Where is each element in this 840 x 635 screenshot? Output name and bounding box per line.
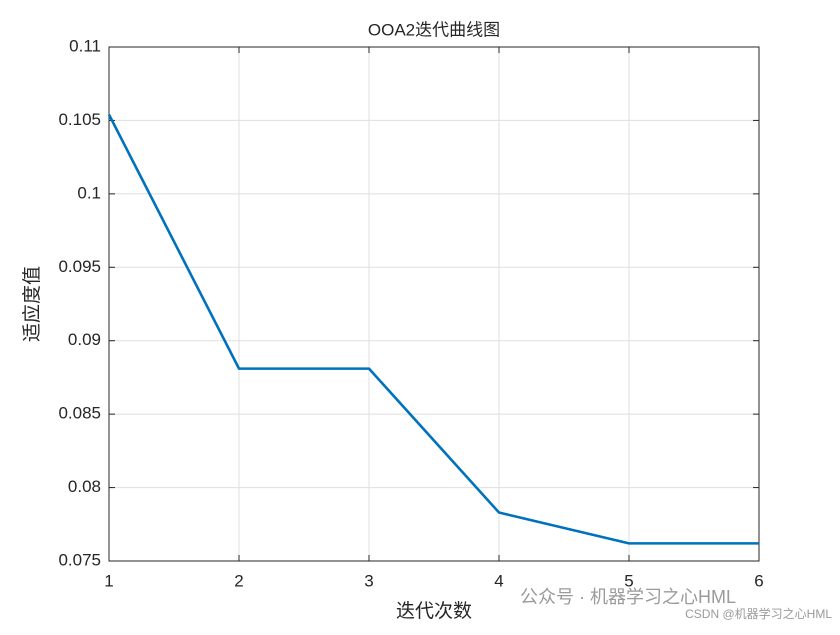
y-tick-label: 0.105: [58, 110, 101, 129]
x-axis-label: 迭代次数: [396, 600, 472, 622]
data-line: [107, 113, 759, 545]
y-tick-label: 0.08: [68, 477, 101, 496]
y-tick-label: 0.1: [77, 183, 101, 202]
y-tick-label: 0.11: [69, 36, 101, 55]
plot-frame: [108, 46, 760, 562]
y-tick-label: 0.09: [68, 330, 101, 349]
watermark: CSDN @机器学习之心HML: [685, 606, 832, 621]
x-tick-label: 2: [234, 571, 243, 590]
watermark: 公众号 · 机器学习之心HML: [520, 587, 736, 607]
x-tick-label: 4: [494, 571, 503, 590]
y-axis-label: 适应度值: [21, 266, 43, 342]
y-tick-label: 0.095: [58, 257, 101, 276]
x-tick-label: 6: [754, 571, 763, 590]
x-tick-label: 5: [624, 571, 633, 590]
y-tick-label: 0.075: [58, 550, 101, 569]
x-tick-label: 3: [364, 571, 373, 590]
chart-title: OOA2迭代曲线图: [368, 20, 500, 39]
y-tick-label: 0.085: [58, 404, 101, 423]
x-tick-label: 1: [104, 571, 113, 590]
